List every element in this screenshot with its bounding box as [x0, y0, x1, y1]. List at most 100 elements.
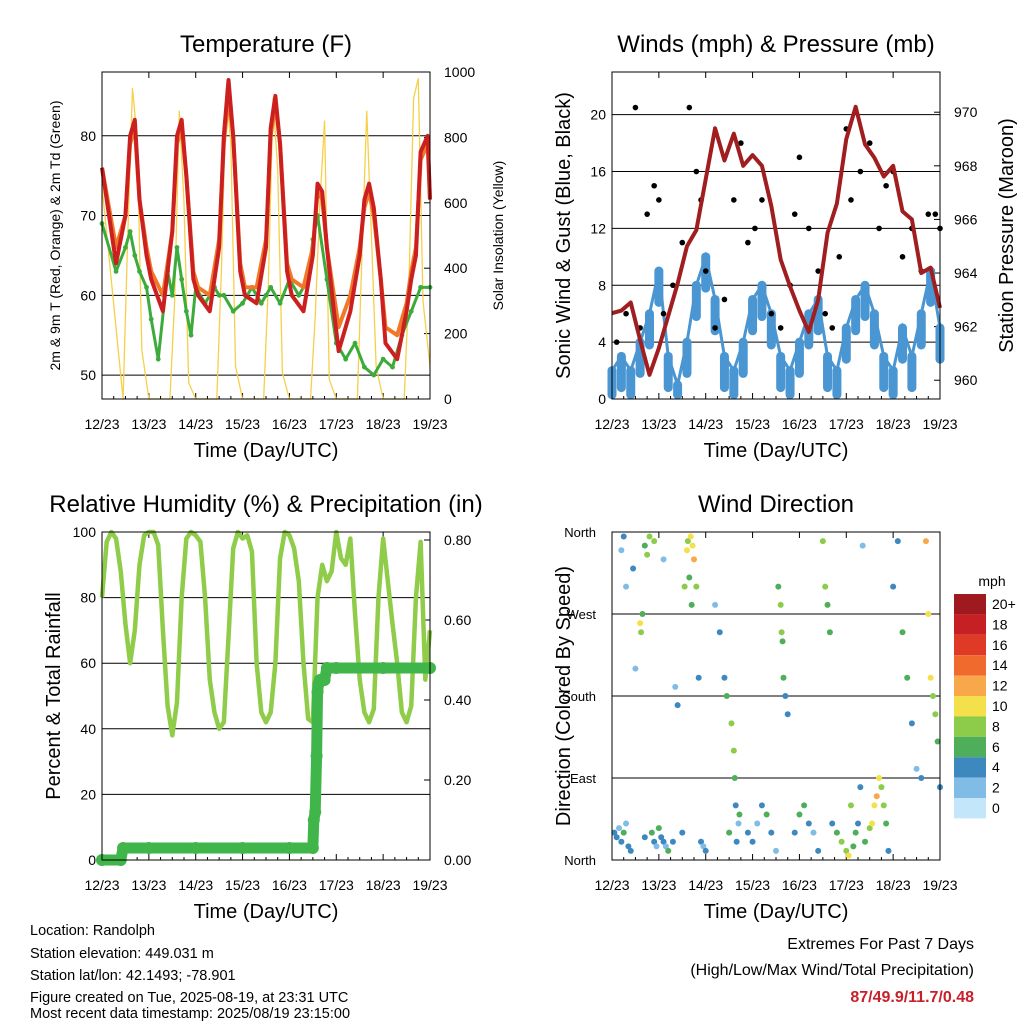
direction-point — [773, 847, 779, 854]
direction-point — [922, 538, 929, 545]
rainfall-point — [320, 662, 333, 674]
gust-point — [829, 325, 836, 331]
direction-point — [730, 747, 737, 754]
colorbar-swatch — [954, 798, 986, 819]
y2-axis-label: Station Pressure (Maroon) — [996, 118, 1018, 353]
direction-point — [638, 629, 645, 636]
x-tick-label: 12/23 — [594, 416, 629, 432]
gust-point — [883, 182, 889, 189]
x-tick-label: 19/23 — [412, 877, 447, 893]
gust-point — [679, 239, 686, 246]
direction-point — [691, 556, 697, 563]
y-tick-label: 20 — [590, 107, 606, 123]
colorbar-label: 8 — [992, 718, 1000, 734]
extremes-values: 87/49.9/11.7/0.48 — [850, 989, 974, 1006]
colorbar-label: 10 — [992, 698, 1008, 714]
plot-frame — [611, 531, 941, 861]
direction-point — [883, 820, 890, 827]
x-tick-label: 18/23 — [366, 416, 401, 432]
direction-point — [824, 601, 831, 608]
y2-tick-label: 0.20 — [444, 772, 471, 788]
gust-point — [632, 104, 639, 111]
y-axis-label: Sonic Wind & Gust (Blue, Black) — [553, 92, 575, 379]
gust-point — [759, 197, 765, 203]
x-axis-label: Time (Day/UTC) — [704, 440, 849, 462]
dewpoint-point — [188, 332, 194, 338]
direction-point — [625, 843, 632, 850]
y-tick-label: 0 — [598, 391, 606, 407]
y2-tick-label: 0.80 — [444, 532, 471, 548]
created-text: Figure created on Tue, 2025-08-19, at 23… — [30, 990, 349, 1006]
x-tick-label: 19/23 — [412, 416, 447, 432]
direction-point — [686, 574, 693, 581]
colorbar-label: 16 — [992, 637, 1008, 653]
y-tick-label: 40 — [80, 721, 96, 737]
y2-axis-label: Solar Insolation (Yellow) — [490, 161, 506, 311]
x-tick-label: 19/23 — [922, 416, 957, 432]
gust-point — [738, 140, 744, 146]
direction-point — [736, 811, 743, 818]
y-tick-label: North — [564, 525, 596, 540]
gust-point — [806, 225, 812, 232]
y-tick-label: East — [570, 771, 596, 786]
dewpoint-point — [123, 245, 128, 250]
rainfall-point — [306, 842, 319, 854]
direction-point — [791, 829, 798, 836]
x-tick-label: 15/23 — [735, 416, 770, 432]
plot-frame — [611, 71, 941, 400]
y-tick-label: 60 — [80, 655, 96, 671]
direction-point — [723, 693, 730, 699]
dewpoint-point — [263, 292, 269, 298]
y2-tick-label: 0.40 — [444, 692, 471, 708]
gust-point — [660, 310, 667, 317]
colorbar-swatch — [954, 614, 986, 635]
direction-point — [833, 829, 840, 836]
colorbar-swatch — [954, 777, 986, 798]
direction-point — [689, 542, 696, 549]
y-tick-label: 80 — [80, 128, 96, 144]
x-tick-label: 13/23 — [131, 416, 166, 432]
direction-point — [687, 533, 694, 540]
direction-point — [843, 847, 850, 854]
direction-point — [665, 847, 672, 854]
direction-point — [613, 834, 620, 841]
direction-point — [662, 843, 669, 850]
direction-point — [758, 802, 765, 809]
y2-tick-label: 600 — [444, 195, 468, 211]
speed-colorbar: mph 20+ 18 16 14 12 10 8 6 4 2 0 — [954, 573, 1016, 819]
panel-title: Relative Humidity (%) & Precipitation (i… — [49, 491, 482, 518]
direction-point — [850, 843, 857, 850]
direction-point — [623, 583, 630, 590]
plot-frame — [101, 531, 431, 861]
y-tick-label: South — [562, 689, 596, 704]
direction-point — [749, 838, 756, 845]
y2-tick-label: 970 — [954, 104, 978, 120]
y2-tick-label: 200 — [444, 326, 468, 342]
direction-point — [929, 693, 936, 699]
gust-point — [721, 296, 728, 303]
colorbar-swatch — [954, 696, 986, 717]
panel-1: Winds (mph) & Pressure (mb) Time (Day/UTC… — [553, 31, 1018, 462]
x-tick-label: 17/23 — [319, 416, 354, 432]
dewpoint-point — [240, 300, 245, 306]
x-tick-label: 14/23 — [688, 877, 723, 893]
direction-point — [611, 829, 618, 836]
gust-point — [613, 339, 620, 345]
x-tick-label: 16/23 — [782, 877, 817, 893]
x-tick-label: 15/23 — [225, 877, 260, 893]
direction-point — [716, 629, 723, 636]
dewpoint-point — [362, 364, 367, 370]
gust-point — [866, 140, 873, 146]
rainfall-point — [309, 806, 322, 818]
dewpoint-point — [343, 356, 349, 362]
dewpoint-point — [268, 284, 274, 290]
dewpoint-point — [137, 268, 142, 274]
panel-title: Wind Direction — [698, 491, 854, 518]
colorbar-label: 6 — [992, 739, 1000, 755]
direction-point — [754, 820, 761, 827]
panel-title: Temperature (F) — [180, 31, 352, 58]
series-line-sonic-wind — [610, 251, 942, 391]
latlon-text: Station lat/lon: 42.1493; -78.901 — [30, 968, 236, 984]
direction-point — [684, 538, 691, 545]
direction-point — [620, 829, 627, 836]
